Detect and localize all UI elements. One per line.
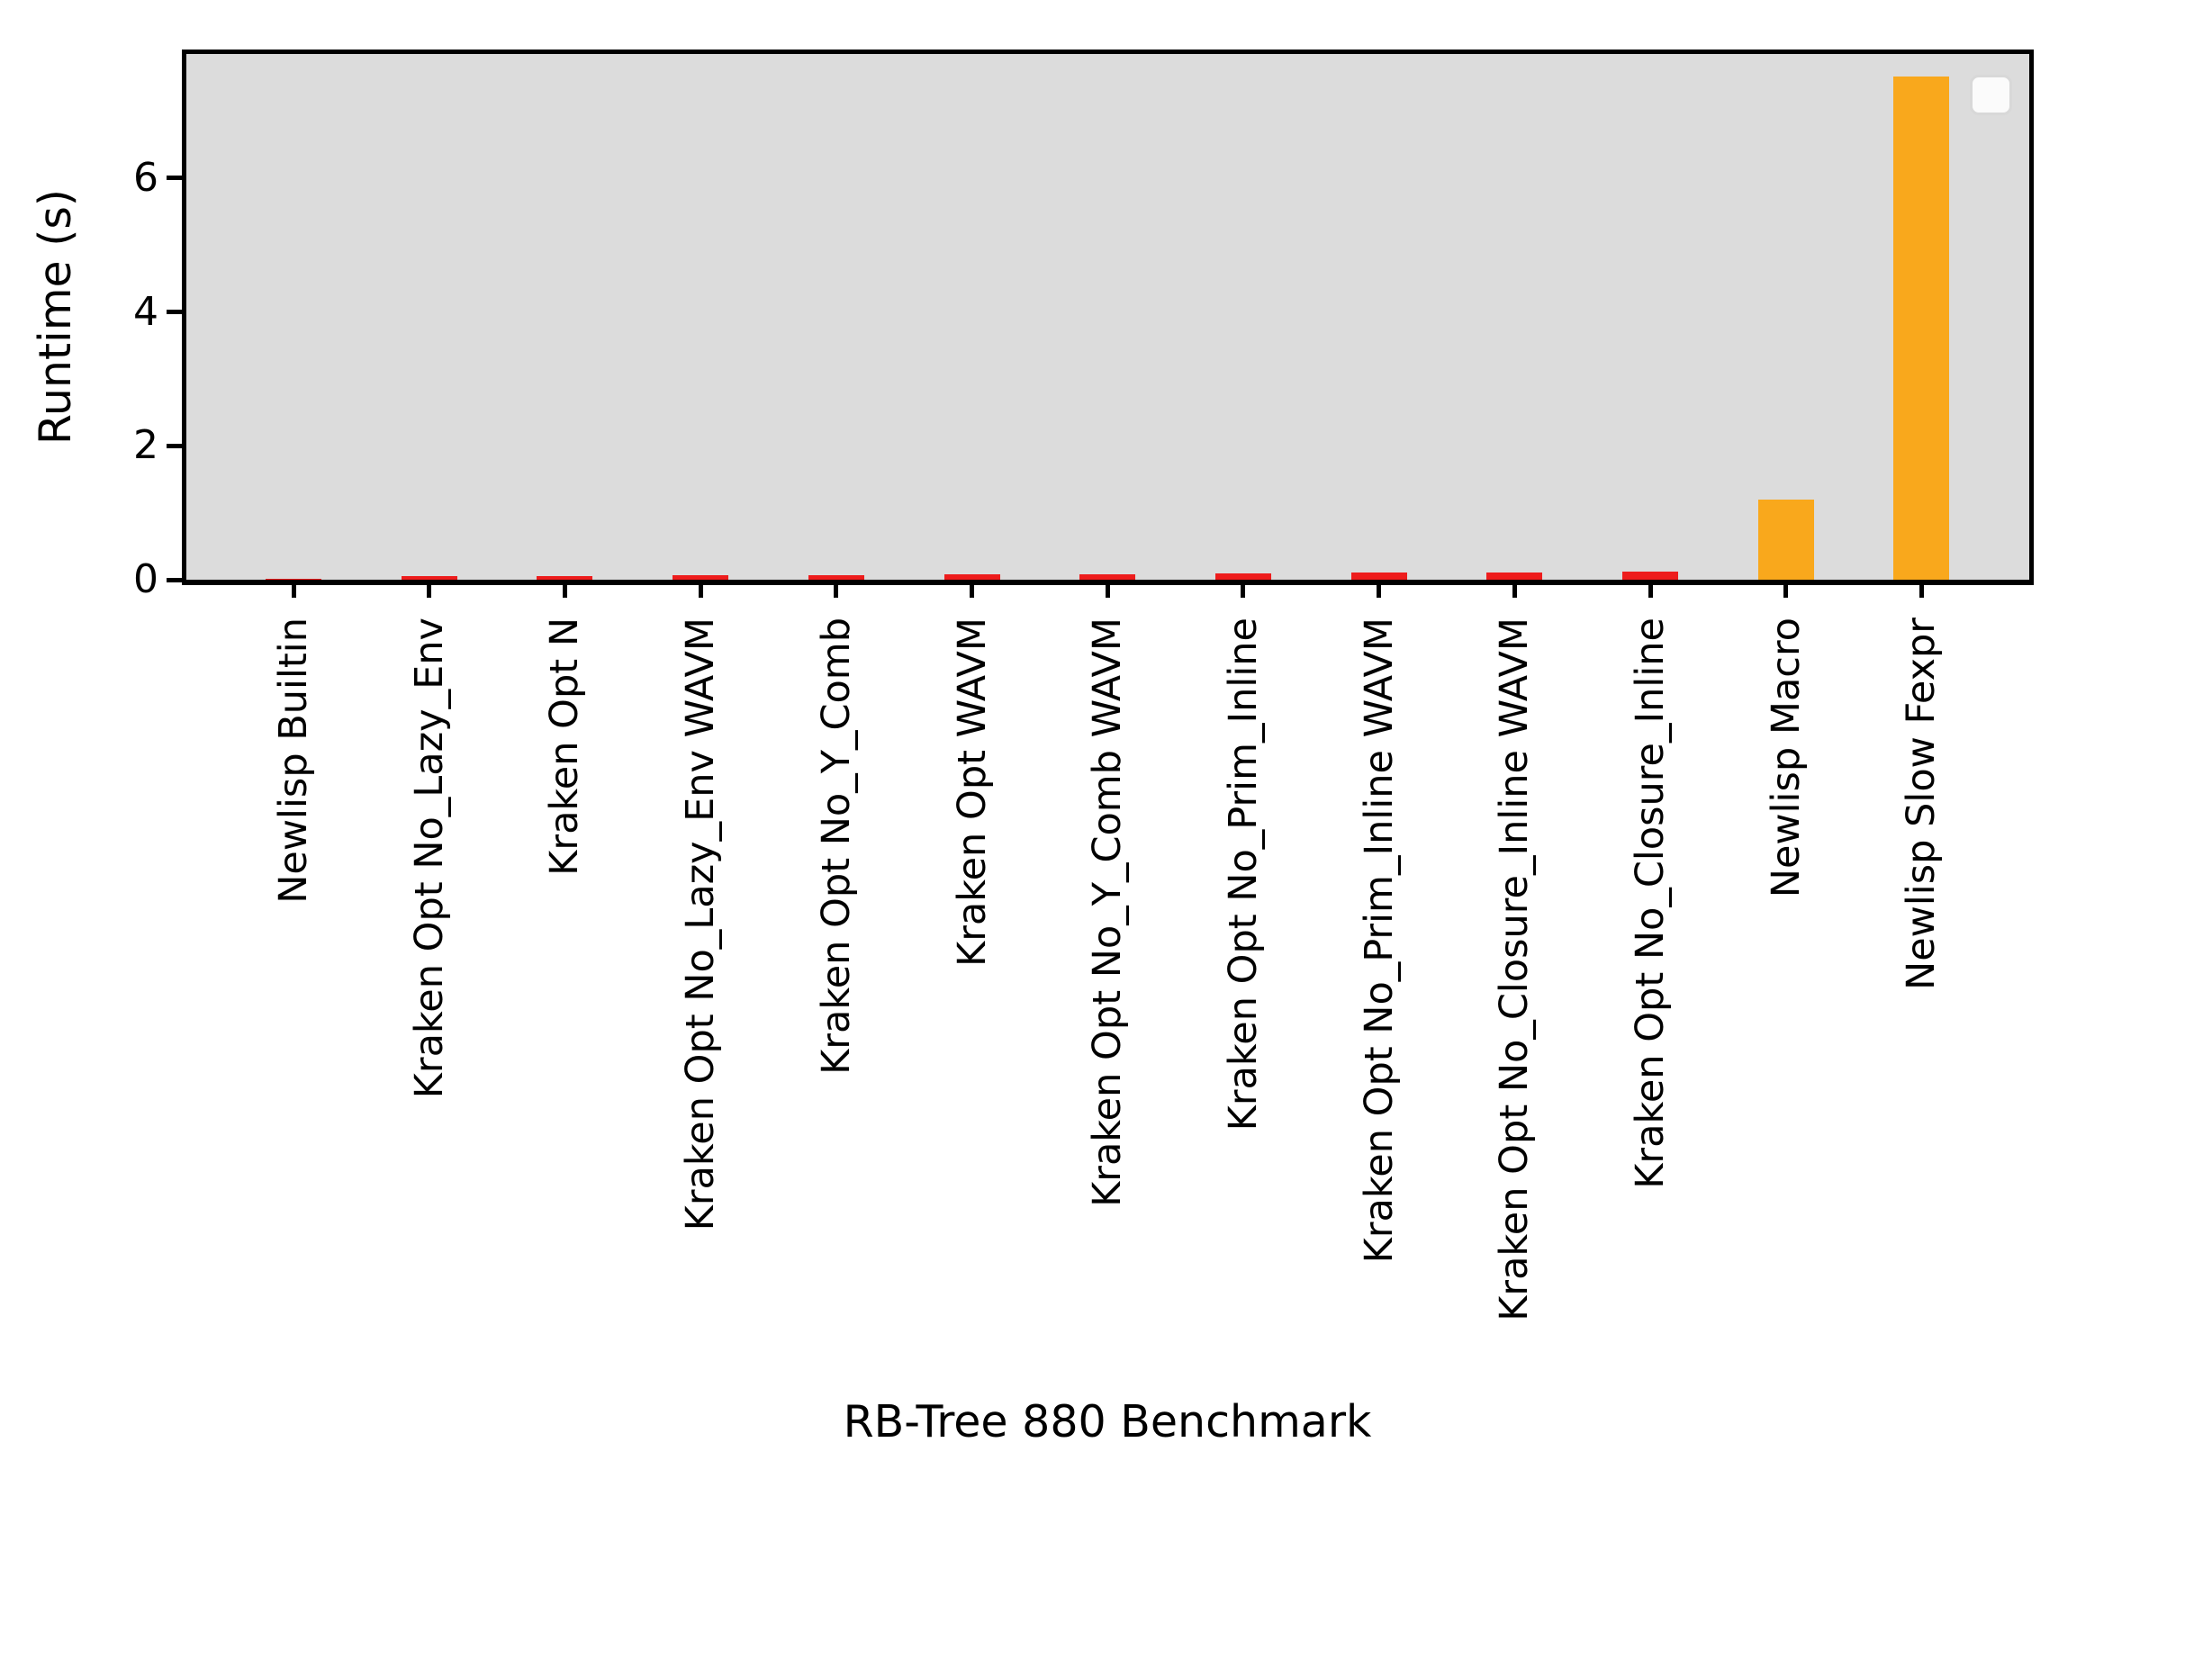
x-tick-mark	[1105, 585, 1110, 598]
bar	[1893, 76, 1950, 583]
x-tick-mark	[1241, 585, 1246, 598]
y-axis-title: Runtime (s)	[30, 189, 81, 445]
legend-box	[1970, 75, 2012, 115]
bar	[1079, 574, 1136, 583]
x-tick-label: Kraken Opt N	[542, 618, 588, 876]
bar	[808, 574, 864, 583]
x-tick-mark	[1377, 585, 1382, 598]
x-tick-label: Kraken Opt No_Prim_Inline	[1220, 618, 1266, 1132]
y-tick-label: 6	[133, 154, 158, 201]
x-tick-label: Newlisp Macro	[1763, 618, 1809, 898]
y-tick-mark	[167, 176, 184, 181]
x-tick-label: Newlisp Builtin	[271, 618, 316, 904]
x-tick-mark	[1512, 585, 1517, 598]
y-tick-label: 2	[133, 422, 158, 469]
x-tick-mark	[1783, 585, 1789, 598]
y-tick-label: 4	[133, 288, 158, 335]
x-tick-label: Kraken Opt No_Lazy_Env WAVM	[678, 618, 724, 1231]
x-tick-mark	[698, 585, 703, 598]
y-tick-mark	[167, 443, 184, 448]
x-tick-mark	[1648, 585, 1653, 598]
x-axis-title: RB-Tree 880 Benchmark	[843, 1396, 1372, 1447]
x-tick-label: Kraken Opt No_Closure_Inline WAVM	[1492, 618, 1538, 1321]
bar	[1757, 499, 1814, 583]
y-tick-mark	[167, 310, 184, 315]
x-tick-label: Kraken Opt No_Y_Comb	[813, 618, 859, 1075]
x-tick-label: Newlisp Slow Fexpr	[1899, 618, 1945, 990]
bar	[1214, 573, 1271, 583]
x-tick-mark	[562, 585, 567, 598]
bar	[537, 575, 593, 583]
bar	[401, 575, 457, 583]
x-tick-mark	[970, 585, 974, 598]
y-tick-label: 0	[133, 556, 158, 602]
x-tick-mark	[1919, 585, 1924, 598]
x-axis-line	[182, 580, 2034, 585]
x-tick-label: Kraken Opt No_Prim_Inline WAVM	[1356, 618, 1402, 1264]
plot-area	[182, 50, 2034, 585]
x-tick-label: Kraken Opt WAVM	[949, 618, 995, 967]
bar	[943, 574, 1000, 583]
x-tick-label: Kraken Opt No_Y_Comb WAVM	[1085, 618, 1131, 1207]
y-tick-mark	[167, 577, 184, 582]
x-tick-label: Kraken Opt No_Closure_Inline	[1628, 618, 1673, 1189]
x-tick-mark	[834, 585, 839, 598]
x-tick-label: Kraken Opt No_Lazy_Env	[406, 618, 452, 1099]
x-tick-mark	[291, 585, 296, 598]
bar	[673, 574, 729, 583]
x-tick-mark	[427, 585, 432, 598]
